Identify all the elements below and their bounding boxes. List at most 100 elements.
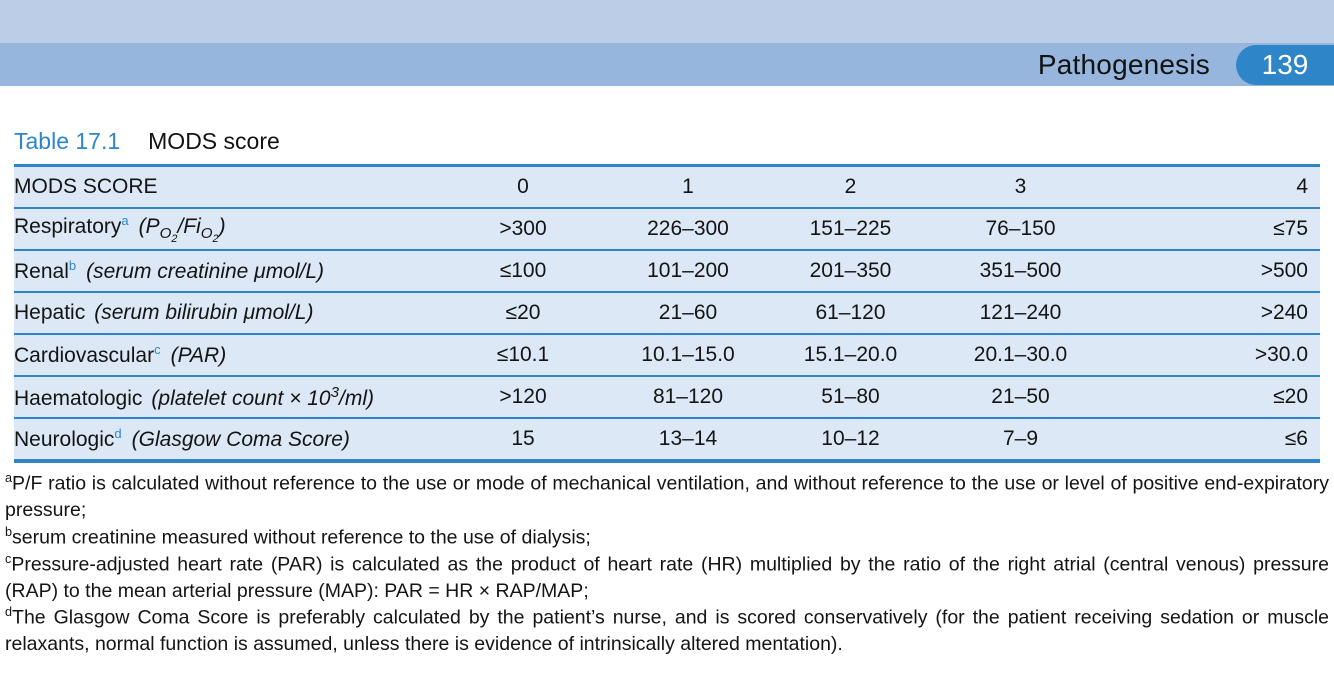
cell-value: >30.0 <box>1108 334 1320 377</box>
footnote-b: bserum creatinine measured without refer… <box>5 524 1329 551</box>
cell-value: ≤100 <box>438 250 608 293</box>
cell-value: 121–240 <box>933 292 1108 335</box>
cell-value: 15 <box>511 427 535 450</box>
cell-value: 226–300 <box>608 208 768 251</box>
detail-text: /Fi <box>177 214 201 238</box>
cell-value: 10.1–15.0 <box>608 334 768 377</box>
cell-value: 21–60 <box>608 292 768 335</box>
column-header-score-1: 1 <box>608 165 768 209</box>
detail-sub-text: O <box>159 225 172 243</box>
footnote-text: serum creatinine measured without refere… <box>12 526 591 549</box>
table-row-renal: Renalb (serum creatinine μmol/L) ≤100 101… <box>14 250 1320 293</box>
column-header-score-4: 4 <box>1108 165 1320 209</box>
table-caption: Table 17.1 MODS score <box>14 128 1334 155</box>
cell-value: ≤6 <box>1284 427 1308 450</box>
cell-value: 10–12 <box>821 427 880 450</box>
page-number-pill: 139 <box>1236 44 1334 85</box>
table-caption-label: Table 17.1 <box>14 128 121 154</box>
row-label-respiratory: Respiratorya (PO2/FiO2) <box>14 208 438 251</box>
column-header-mods-score: MODS SCORE <box>14 165 438 209</box>
row-detail: (platelet count × 103/ml) <box>151 383 375 410</box>
organ-name: Renal <box>14 260 69 283</box>
header-band-light <box>0 0 1334 43</box>
footnote-d: dThe Glasgow Coma Score is preferably ca… <box>5 604 1329 658</box>
table-row-cardiovascular: Cardiovascularc (PAR) ≤10.1 10.1–15.0 15.… <box>14 334 1320 377</box>
column-header-score-0: 0 <box>438 165 608 209</box>
footnote-mark-c: c <box>154 342 161 357</box>
row-detail: (PO2/FiO2) <box>138 214 226 245</box>
cell-value: >240 <box>1108 292 1320 335</box>
footnote-mark-b: b <box>68 258 77 273</box>
page-number: 139 <box>1261 48 1309 80</box>
row-label-neurologic: Neurologicd (Glasgow Coma Score) <box>14 418 438 461</box>
cell-value: ≤75 <box>1108 208 1320 251</box>
detail-text: ) <box>218 214 226 238</box>
footnote-mark: a <box>5 471 13 485</box>
table-row-hepatic: Hepatic (serum bilirubin μmol/L) ≤20 21–6… <box>14 292 1320 335</box>
detail-subsub-text: 2 <box>171 233 178 246</box>
cell-value: ≤20 <box>1108 376 1320 419</box>
table-row-neurologic: Neurologicd (Glasgow Coma Score) 15 13–14… <box>14 418 1320 461</box>
row-detail: (Glasgow Coma Score) <box>131 428 350 451</box>
table-header-row: MODS SCORE 0 1 2 3 4 <box>14 165 1320 209</box>
mods-score-table: MODS SCORE 0 1 2 3 4 Respiratorya (PO2/Fi… <box>14 164 1320 463</box>
cell-value: 61–120 <box>768 292 933 335</box>
footnote-mark-a: a <box>121 212 129 228</box>
row-detail: (serum bilirubin μmol/L) <box>94 301 314 324</box>
detail-text: /ml) <box>339 386 375 410</box>
row-label-renal: Renalb (serum creatinine μmol/L) <box>14 250 438 293</box>
table-caption-title: MODS score <box>148 128 280 154</box>
cell-value: ≤10.1 <box>438 334 608 377</box>
cell-value: 81–120 <box>608 376 768 419</box>
detail-subscript: O2 <box>159 225 178 246</box>
detail-sub-text: O <box>200 225 213 243</box>
footnote-a: aP/F ratio is calculated without referen… <box>5 470 1329 524</box>
row-detail: (PAR) <box>170 344 227 367</box>
detail-subscript: O2 <box>200 225 219 246</box>
row-label-hepatic: Hepatic (serum bilirubin μmol/L) <box>14 292 438 335</box>
footnote-text: The Glasgow Coma Score is preferably cal… <box>5 606 1329 656</box>
cell-value: 15.1–20.0 <box>768 334 933 377</box>
organ-name: Respiratory <box>14 214 122 238</box>
cell-value: 20.1–30.0 <box>933 334 1108 377</box>
footnote-mark-d: d <box>114 426 122 441</box>
footnote-text: Pressure-adjusted heart rate (PAR) is ca… <box>5 553 1329 602</box>
cell-value: 51–80 <box>768 376 933 419</box>
cell-value: 13–14 <box>658 427 718 450</box>
row-label-haematologic: Haematologic (platelet count × 103/ml) <box>14 376 438 419</box>
section-title: Pathogenesis <box>1037 48 1210 80</box>
column-header-score-3: 3 <box>933 165 1108 209</box>
organ-name: Haematologic <box>14 386 143 410</box>
table-row-respiratory: Respiratorya (PO2/FiO2) >300 226–300 151–… <box>14 208 1320 251</box>
cell-value: >500 <box>1108 250 1320 293</box>
cell-value: 101–200 <box>608 250 768 293</box>
footnote-text: P/F ratio is calculated without referenc… <box>5 472 1329 522</box>
organ-name: Hepatic <box>14 301 86 324</box>
footnote-c: cPressure-adjusted heart rate (PAR) is c… <box>5 551 1329 605</box>
cell-value: ≤20 <box>438 292 608 335</box>
detail-subsub-text: 2 <box>212 233 219 246</box>
detail-text: (platelet count × 10 <box>151 386 331 410</box>
cell-value: 7–9 <box>1002 427 1039 450</box>
table-footnotes: aP/F ratio is calculated without referen… <box>5 470 1329 658</box>
cell-value: 201–350 <box>768 250 933 293</box>
cell-value: 21–50 <box>933 376 1108 419</box>
row-detail: (serum creatinine μmol/L) <box>86 260 325 283</box>
footnote-mark: d <box>5 605 13 620</box>
cell-value: >300 <box>438 208 608 251</box>
footnote-mark: c <box>5 551 12 566</box>
cell-value: 151–225 <box>768 208 933 251</box>
cell-value: 351–500 <box>933 250 1108 293</box>
detail-text: (P <box>138 214 160 238</box>
organ-name: Neurologic <box>14 428 115 451</box>
detail-superscript: 3 <box>330 383 340 401</box>
page-header-band: Pathogenesis 139 <box>0 43 1334 86</box>
row-label-cardiovascular: Cardiovascularc (PAR) <box>14 334 438 377</box>
cell-value: >120 <box>438 376 608 419</box>
footnote-mark: b <box>5 524 13 539</box>
book-page: Pathogenesis 139 Table 17.1 MODS score MO… <box>0 0 1334 658</box>
organ-name: Cardiovascular <box>14 344 155 367</box>
cell-value: 76–150 <box>933 208 1108 251</box>
table-row-haematologic: Haematologic (platelet count × 103/ml) >1… <box>14 376 1320 419</box>
column-header-score-2: 2 <box>768 165 933 209</box>
